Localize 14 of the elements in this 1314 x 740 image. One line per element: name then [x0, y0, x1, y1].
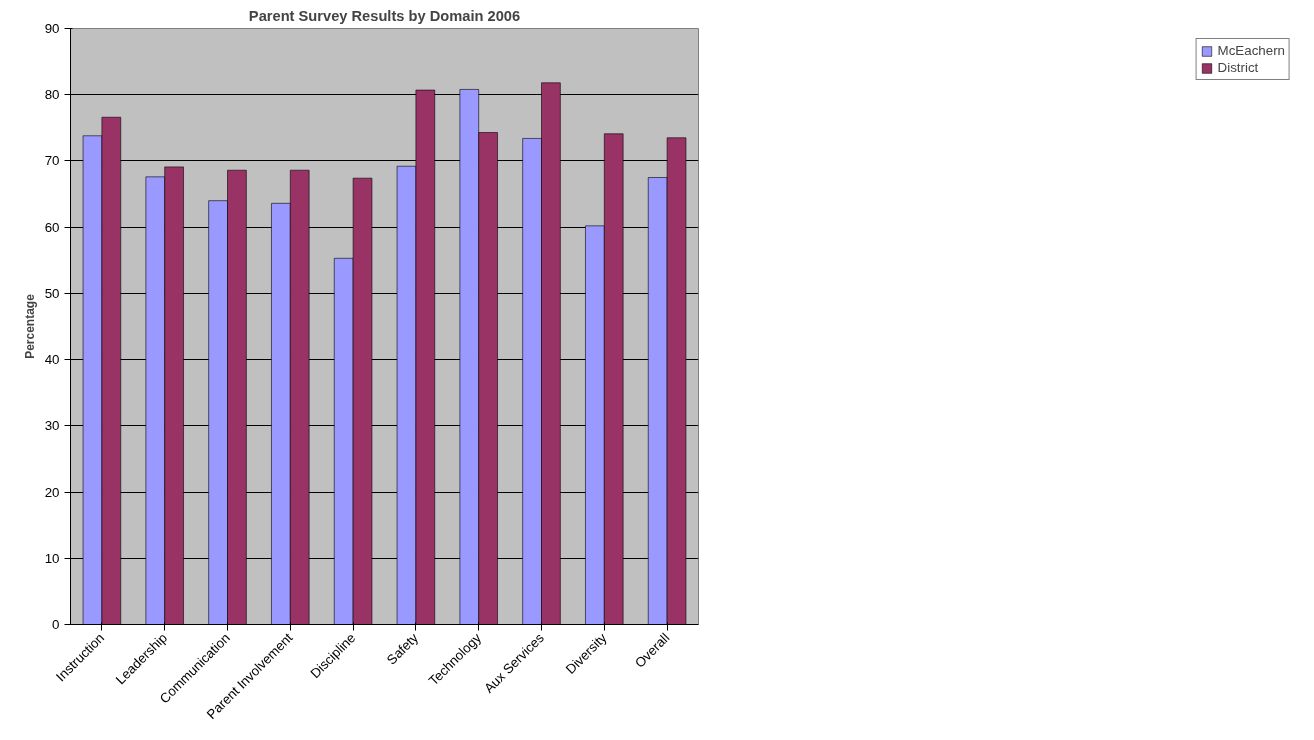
y-tick-label: 50: [44, 285, 60, 301]
y-tick-label: 0: [52, 617, 60, 632]
y-tick-label: 90: [44, 21, 60, 36]
y-tick-label: 20: [44, 484, 60, 500]
legend-label: District: [1217, 60, 1259, 75]
legend-label: McEachern: [1217, 43, 1285, 58]
y-tick-label: 30: [44, 418, 60, 434]
y-axis-title: Percentage: [22, 293, 37, 359]
y-tick-label: 40: [44, 352, 60, 368]
y-tick-label: 10: [44, 550, 60, 566]
y-tick-label: 70: [44, 153, 60, 169]
chart-title: Parent Survey Results by Domain 2006: [248, 7, 521, 24]
y-tick-label: 60: [44, 219, 60, 235]
y-tick-label: 80: [44, 87, 60, 103]
